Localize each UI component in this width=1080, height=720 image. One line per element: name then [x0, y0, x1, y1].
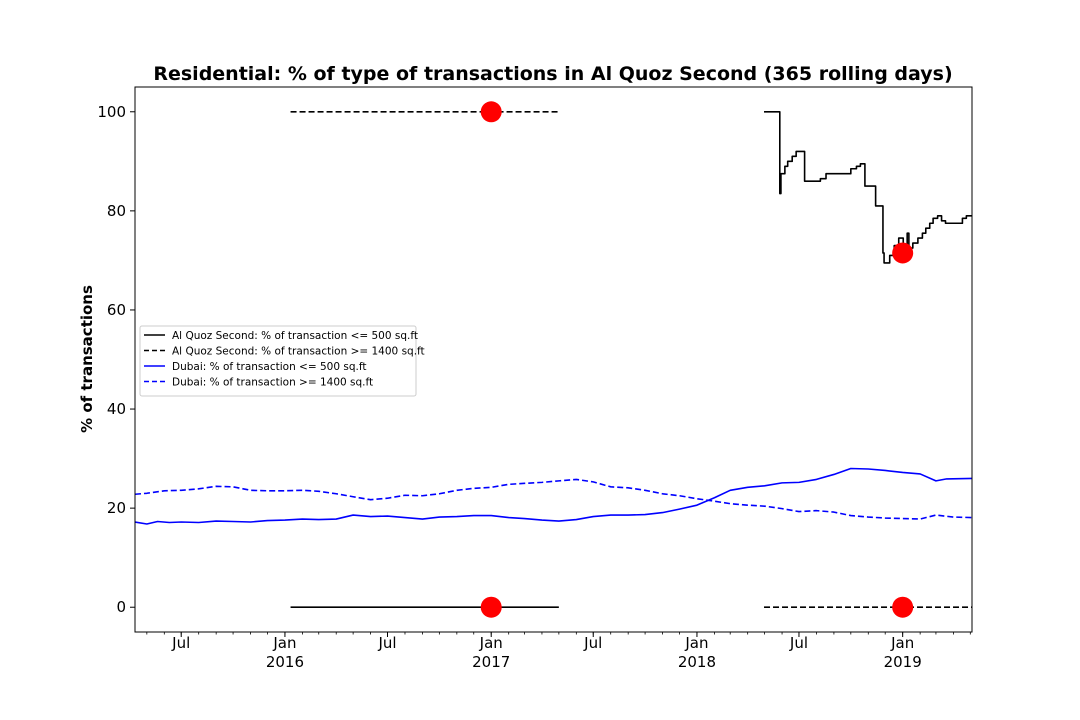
y-tick-label: 0: [116, 598, 126, 616]
chart-title: Residential: % of type of transactions i…: [153, 63, 952, 85]
series-line-5: [135, 478, 972, 520]
x-tick-label: Jul: [377, 634, 396, 652]
legend-label: Al Quoz Second: % of transaction >= 1400…: [172, 346, 425, 358]
y-tick-label: 20: [107, 499, 126, 517]
x-tick-label: Jan: [272, 634, 296, 652]
x-tick-year-label: 2016: [266, 653, 304, 671]
series-layer: [135, 110, 972, 609]
series-line-1: [764, 110, 972, 264]
x-tick-label: Jan: [479, 634, 503, 652]
legend-label: Dubai: % of transaction <= 500 sq.ft: [172, 361, 366, 373]
y-axis-label: % of transactions: [78, 285, 96, 433]
y-tick-label: 60: [107, 301, 126, 319]
marker-point-2: [892, 242, 914, 264]
y-tick-label: 100: [97, 103, 126, 121]
legend-label: Al Quoz Second: % of transaction <= 500 …: [172, 330, 418, 342]
marker-point-1: [480, 596, 502, 618]
x-tick-year-label: 2018: [678, 653, 716, 671]
y-tick-label: 40: [107, 400, 126, 418]
marker-point-0: [480, 101, 502, 123]
marker-point-3: [892, 596, 914, 618]
legend-label: Dubai: % of transaction >= 1400 sq.ft: [172, 377, 373, 389]
x-tick-year-label: 2017: [472, 653, 510, 671]
x-tick-label: Jul: [789, 634, 808, 652]
series-line-4: [135, 467, 972, 525]
x-tick-label: Jul: [171, 634, 190, 652]
legend: Al Quoz Second: % of transaction <= 500 …: [139, 325, 425, 397]
y-axis: 0 20 40 60 80 100: [97, 103, 135, 616]
x-tick-label: Jul: [583, 634, 602, 652]
x-tick-label: Jan: [890, 634, 914, 652]
marker-layer: [480, 101, 914, 618]
y-tick-label: 80: [107, 202, 126, 220]
x-tick-label: Jan: [684, 634, 708, 652]
legend-box: [139, 325, 417, 397]
plot-frame: [134, 86, 973, 633]
x-tick-year-label: 2019: [884, 653, 922, 671]
